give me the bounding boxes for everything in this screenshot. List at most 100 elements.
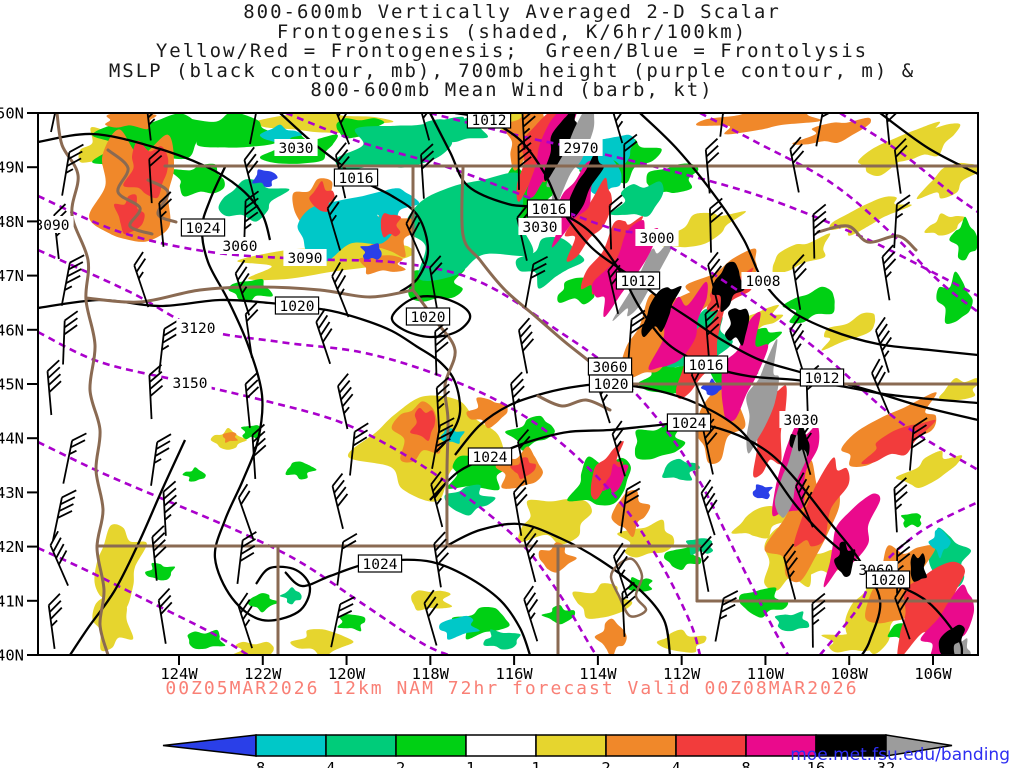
svg-text:3120: 3120 [181,321,216,337]
wind-barb [789,316,805,373]
colorbar-tick-label: 4 [671,759,680,768]
wind-barb [707,251,724,308]
contour-label: 1024 [180,218,226,237]
wind-barb [236,531,257,585]
lon-label: 106W [914,665,952,683]
wind-barb [158,319,179,373]
state-borders [55,113,978,655]
lat-label: 43N [0,484,24,502]
colorbar-tick-label: 2 [601,759,610,768]
svg-text:3030: 3030 [523,220,558,236]
colorbar-segment [605,734,677,757]
colorbar-segment [325,734,397,757]
wind-barb [133,251,150,308]
wind-barb [430,471,446,528]
contour-label: 1024 [357,554,403,573]
wind-barb [908,417,928,471]
contour-label: 1024 [467,447,513,466]
wind-barb [518,317,535,374]
wind-barb [251,423,267,480]
svg-text:1024: 1024 [363,557,398,573]
lat-label: 49N [0,159,24,177]
wind-barb [792,254,807,310]
wind-barb [61,143,84,196]
title-line-1: 800-600mb Vertically Averaged 2-D Scalar [243,1,781,23]
contour-label: 3090 [283,249,327,267]
contour-label: 3030 [518,218,562,236]
lat-label: 44N [0,430,24,448]
wind-barb [517,135,532,190]
svg-text:1020: 1020 [280,299,315,315]
colorbar: -8 -4 -2 -1 1 2 4 8 16 32 [162,734,953,768]
wind-barb [621,581,636,637]
wind-barb [611,420,626,477]
wind-barb [607,257,621,315]
svg-text:1016: 1016 [689,358,724,374]
lon-label: 110W [747,665,785,683]
wind-barb [331,261,350,318]
wind-barb [244,372,260,428]
svg-text:1012: 1012 [621,274,656,290]
wind-barb [704,138,720,194]
contour-label: 1020 [274,296,320,315]
wind-barb [148,363,164,420]
contour-label: 3060 [218,237,262,255]
svg-text:3150: 3150 [173,376,208,392]
wind-barb [62,432,87,484]
contour-label: 3030 [779,411,823,429]
colorbar-tick-label: 8 [741,759,750,768]
wind-barb [420,113,431,141]
contour-label: 1016 [333,168,379,187]
lat-label: 47N [0,267,24,285]
wind-barb [420,143,435,199]
wind-barb [512,479,528,536]
wind-barb [714,590,739,642]
wind-barb [237,592,253,649]
wind-barb [429,255,443,312]
wind-barb [523,585,539,642]
colorbar-left-arrow [162,734,257,757]
wind-barb [46,359,62,416]
title-line-3: Yellow/Red = Frontogenesis; Green/Blue =… [155,40,869,62]
lon-label: 114W [579,665,617,683]
wind-barb [704,302,720,358]
wind-barb [405,209,425,265]
lon-label: 116W [495,665,533,683]
colorbar-tick-label: -2 [387,759,406,768]
wind-barb [510,371,525,428]
svg-text:1024: 1024 [473,450,508,466]
lat-label: 46N [0,321,24,339]
colorbar-tick-label: -4 [317,759,336,768]
wind-barb [783,543,798,600]
wind-barb [434,320,449,376]
svg-text:1024: 1024 [672,416,707,432]
contour-label: 1008 [741,272,785,290]
wind-barb [244,302,259,358]
wind-barb [330,596,355,648]
wind-barb [619,480,642,534]
wind-barb [243,190,260,245]
contour-label: 3030 [274,139,318,157]
wind-barb [623,133,638,189]
colorbar-tick-label: 32 [877,759,896,768]
colorbar-tick-label: 16 [807,759,826,768]
svg-text:1016: 1016 [339,171,374,187]
wind-barb [146,113,156,141]
wind-barb [893,194,911,249]
wind-barb [893,477,908,533]
wind-barb [523,526,539,583]
lon-label: 112W [663,665,701,683]
wind-barb [423,589,439,646]
wind-barb [885,113,898,145]
wind-barb [62,310,79,365]
contour-label: 1012 [799,368,845,387]
wind-barb [52,489,77,541]
wind-barb [150,433,172,486]
credit-link[interactable]: moe.met.fsu.edu/banding [790,745,1010,765]
wind-barb [517,429,531,486]
colorbar-segment [465,734,537,757]
lat-label: 40N [0,647,24,665]
